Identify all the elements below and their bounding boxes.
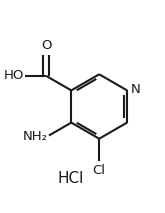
Text: Cl: Cl <box>93 164 106 177</box>
Text: N: N <box>131 83 140 96</box>
Text: HCl: HCl <box>57 171 83 186</box>
Text: O: O <box>41 39 51 52</box>
Text: HO: HO <box>4 69 24 82</box>
Text: NH₂: NH₂ <box>23 130 48 143</box>
